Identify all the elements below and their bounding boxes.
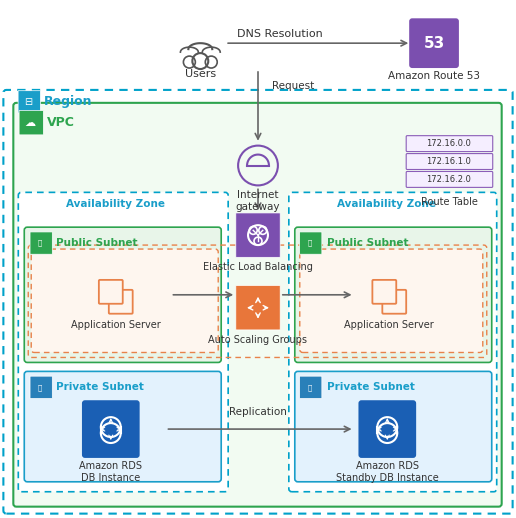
FancyBboxPatch shape — [359, 400, 416, 458]
Text: ⊟: ⊟ — [24, 97, 33, 107]
FancyBboxPatch shape — [24, 227, 221, 363]
Text: Elastic Load Balancing: Elastic Load Balancing — [203, 262, 313, 272]
FancyBboxPatch shape — [109, 290, 133, 314]
Text: Region: Region — [44, 95, 93, 108]
Text: Internet
gateway: Internet gateway — [236, 191, 280, 212]
Text: Application Server: Application Server — [71, 320, 160, 329]
Text: VPC: VPC — [47, 116, 75, 129]
Text: Amazon RDS
Standby DB Instance: Amazon RDS Standby DB Instance — [336, 461, 439, 482]
Text: Replication: Replication — [229, 407, 287, 417]
FancyBboxPatch shape — [300, 249, 483, 352]
FancyBboxPatch shape — [409, 18, 459, 68]
Text: Private Subnet: Private Subnet — [56, 382, 144, 392]
FancyBboxPatch shape — [406, 136, 493, 152]
Text: ☁: ☁ — [25, 118, 36, 128]
Text: Public Subnet: Public Subnet — [56, 238, 138, 248]
FancyBboxPatch shape — [236, 213, 280, 257]
FancyBboxPatch shape — [18, 91, 40, 113]
Text: 🔒: 🔒 — [308, 384, 312, 391]
Text: 172.16.0.0: 172.16.0.0 — [427, 139, 472, 148]
Text: Request: Request — [272, 81, 314, 91]
Text: Users: Users — [185, 69, 216, 79]
FancyBboxPatch shape — [82, 400, 140, 458]
Text: Availability Zone: Availability Zone — [66, 199, 165, 209]
Text: Auto Scaling Groups: Auto Scaling Groups — [208, 335, 308, 344]
FancyBboxPatch shape — [382, 290, 406, 314]
FancyBboxPatch shape — [300, 376, 322, 398]
FancyBboxPatch shape — [99, 280, 123, 304]
Text: 🔒: 🔒 — [308, 240, 312, 247]
Text: Private Subnet: Private Subnet — [327, 382, 414, 392]
FancyBboxPatch shape — [236, 285, 280, 330]
FancyBboxPatch shape — [300, 232, 322, 254]
FancyBboxPatch shape — [31, 249, 218, 352]
FancyBboxPatch shape — [4, 90, 512, 514]
FancyBboxPatch shape — [406, 153, 493, 169]
Text: 🔒: 🔒 — [38, 240, 42, 247]
FancyBboxPatch shape — [373, 280, 396, 304]
Text: DNS Resolution: DNS Resolution — [237, 29, 322, 39]
FancyBboxPatch shape — [18, 192, 228, 492]
Text: Application Server: Application Server — [344, 320, 434, 329]
Text: Amazon RDS
DB Instance: Amazon RDS DB Instance — [79, 461, 142, 482]
Text: Route Table: Route Table — [421, 197, 477, 207]
FancyBboxPatch shape — [24, 371, 221, 482]
FancyBboxPatch shape — [13, 103, 502, 507]
Text: 🔒: 🔒 — [38, 384, 42, 391]
Text: Availability Zone: Availability Zone — [336, 199, 436, 209]
Text: Public Subnet: Public Subnet — [327, 238, 408, 248]
Text: 172.16.2.0: 172.16.2.0 — [427, 175, 472, 184]
FancyBboxPatch shape — [30, 376, 52, 398]
FancyBboxPatch shape — [19, 111, 43, 135]
FancyBboxPatch shape — [295, 227, 492, 363]
FancyBboxPatch shape — [406, 171, 493, 188]
FancyBboxPatch shape — [30, 232, 52, 254]
FancyBboxPatch shape — [289, 192, 497, 492]
Text: Amazon Route 53: Amazon Route 53 — [388, 71, 480, 81]
Text: 53: 53 — [424, 36, 445, 51]
Text: 172.16.1.0: 172.16.1.0 — [427, 157, 472, 166]
FancyBboxPatch shape — [295, 371, 492, 482]
